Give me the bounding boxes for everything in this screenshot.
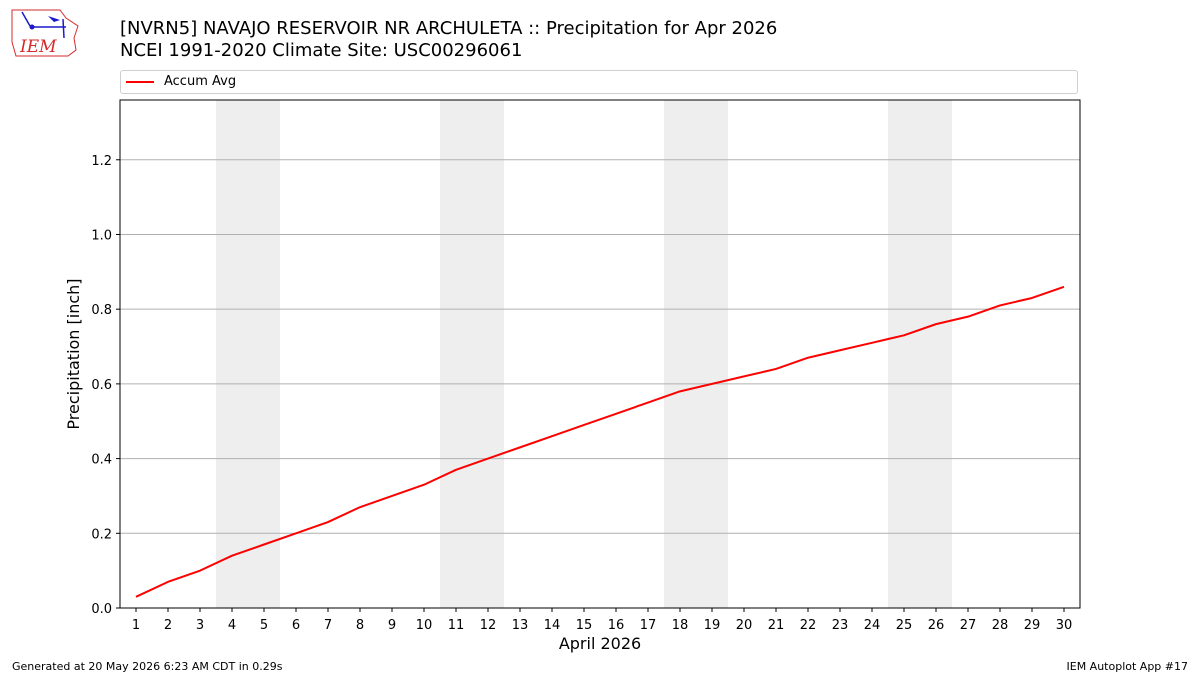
x-tick-label: 29 [1024, 618, 1041, 633]
plot-frame [119, 99, 1081, 609]
y-tick-label: 1.0 [91, 228, 112, 243]
x-tick-label: 22 [800, 618, 817, 633]
x-tick-label: 8 [356, 618, 364, 633]
weekend-band [216, 100, 280, 608]
y-tick-label: 0.8 [91, 303, 112, 318]
chart-title: [NVRN5] NAVAJO RESERVOIR NR ARCHULETA ::… [120, 18, 777, 62]
gridlines [120, 159, 1080, 534]
title-line-2: NCEI 1991-2020 Climate Site: USC00296061 [120, 40, 523, 61]
x-tick-label: 16 [608, 618, 625, 633]
legend: Accum Avg [120, 70, 1078, 94]
weekend-band [664, 100, 728, 608]
x-tick-label: 5 [260, 618, 268, 633]
y-tick-label: 1.2 [91, 154, 112, 169]
x-tick-label: 15 [576, 618, 593, 633]
x-axis-ticks: 1 2 3 4 5 6 7 8 9 10 11 12 13 14 15 16 17 18 19 20 21 22 23 24 2… [132, 608, 1072, 633]
x-tick-label: 1 [132, 618, 140, 633]
x-tick-label: 9 [388, 618, 396, 633]
x-axis-label: April 2026 [559, 634, 641, 653]
x-tick-label: 6 [292, 618, 300, 633]
x-tick-label: 14 [544, 618, 561, 633]
x-tick-label: 28 [992, 618, 1009, 633]
footer-generated: Generated at 20 May 2026 6:23 AM CDT in … [12, 660, 283, 673]
y-axis-ticks: 0.0 0.2 0.4 0.6 0.8 1.0 1.2 [91, 154, 120, 617]
x-tick-label: 18 [672, 618, 689, 633]
x-tick-label: 7 [324, 618, 332, 633]
legend-label: Accum Avg [164, 74, 237, 89]
x-tick-label: 17 [640, 618, 657, 633]
x-tick-label: 23 [832, 618, 849, 633]
y-tick-label: 0.2 [91, 527, 112, 542]
x-tick-label: 24 [864, 618, 881, 633]
series-layer [135, 285, 1065, 598]
x-tick-label: 27 [960, 618, 977, 633]
x-tick-label: 30 [1056, 618, 1073, 633]
footer-app: IEM Autoplot App #17 [1066, 660, 1189, 673]
legend-swatch [126, 81, 154, 83]
x-tick-label: 4 [228, 618, 236, 633]
x-tick-label: 26 [928, 618, 945, 633]
y-tick-label: 0.6 [91, 378, 112, 393]
weekend-bands [216, 100, 952, 608]
x-tick-label: 21 [768, 618, 785, 633]
series-line-accum-avg [135, 285, 1065, 598]
iem-logo: IEM [11, 9, 79, 57]
title-line-1: [NVRN5] NAVAJO RESERVOIR NR ARCHULETA ::… [120, 18, 778, 39]
x-tick-label: 3 [196, 618, 204, 633]
x-tick-label: 13 [512, 618, 529, 633]
x-tick-label: 20 [736, 618, 753, 633]
y-tick-label: 0.0 [91, 602, 112, 617]
x-tick-label: 19 [704, 618, 721, 633]
x-tick-label: 11 [448, 618, 465, 633]
weekend-band [440, 100, 504, 608]
x-tick-label: 10 [416, 618, 433, 633]
x-tick-label: 12 [480, 618, 497, 633]
x-tick-label: 2 [164, 618, 172, 633]
weekend-band [888, 100, 952, 608]
logo-text: IEM [19, 37, 57, 57]
x-tick-label: 25 [896, 618, 913, 633]
y-axis-label: Precipitation [inch] [64, 278, 83, 429]
y-tick-label: 0.4 [91, 453, 112, 468]
